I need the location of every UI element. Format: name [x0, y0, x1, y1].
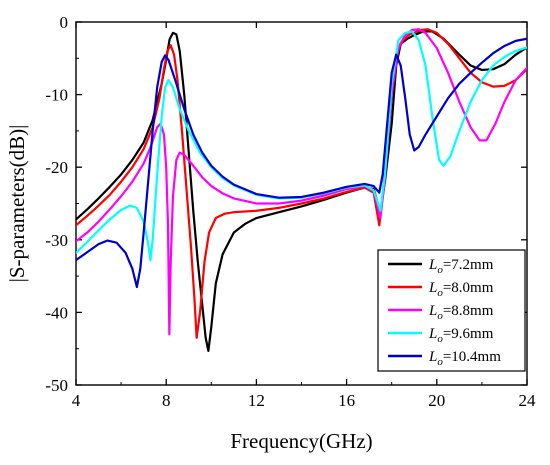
- x-tick-label: 24: [519, 391, 537, 410]
- x-tick-label: 16: [338, 391, 355, 410]
- series-line-2: [76, 28, 527, 339]
- y-tick-label: -30: [45, 231, 68, 250]
- axes-layer: 4 8 12 16 20 24 0 -10 -20 -30 -40 -50 Frequency(GHz)…: [5, 13, 536, 453]
- legend: Lo=7.2mm Lo=8.0mm Lo=8.8mm Lo=9.6mm Lo=10.4m…: [377, 249, 526, 372]
- y-tick-label: -40: [45, 303, 68, 322]
- x-tick-label: 4: [72, 391, 81, 410]
- x-tick-label: 20: [428, 391, 445, 410]
- series-line-3: [76, 28, 527, 336]
- x-tick-label: 8: [162, 391, 171, 410]
- y-tick-label: -20: [45, 158, 68, 177]
- legend-label-5: Lo=10.4mm: [428, 349, 501, 368]
- series-layer: [76, 28, 527, 352]
- y-tick-label: 0: [60, 13, 69, 32]
- legend-label-1: Lo=7.2mm: [428, 257, 494, 276]
- legend-label-2: Lo=8.0mm: [428, 280, 494, 299]
- y-tick-label: -10: [45, 86, 68, 105]
- y-tick-label: -50: [45, 376, 68, 395]
- legend-label-4: Lo=9.6mm: [428, 326, 494, 345]
- x-axis-title: Frequency(GHz): [230, 429, 372, 453]
- legend-label-3: Lo=8.8mm: [428, 303, 494, 322]
- y-axis-title: |S-parameters(dB)|: [5, 125, 29, 283]
- x-tick-label: 12: [248, 391, 265, 410]
- series-line-5: [76, 37, 527, 289]
